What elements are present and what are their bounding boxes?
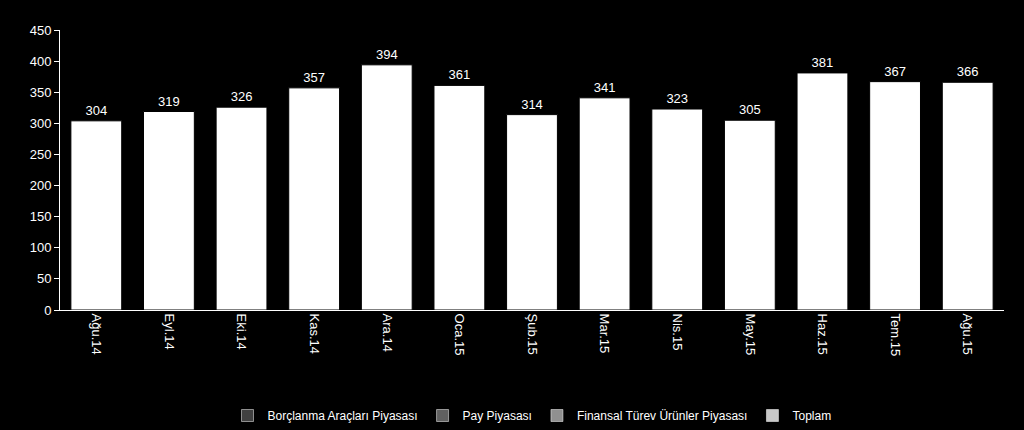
svg-text:Eki.14: Eki.14 — [234, 314, 249, 350]
svg-text:304: 304 — [85, 103, 107, 118]
svg-text:Mar.15: Mar.15 — [597, 314, 612, 354]
svg-text:Borçlanma Araçları Piyasası: Borçlanma Araçları Piyasası — [268, 409, 418, 423]
svg-text:326: 326 — [231, 89, 253, 104]
svg-text:323: 323 — [666, 91, 688, 106]
svg-text:367: 367 — [884, 64, 906, 79]
svg-text:305: 305 — [739, 102, 761, 117]
svg-text:357: 357 — [303, 70, 325, 85]
svg-text:Kas.14: Kas.14 — [307, 314, 322, 354]
svg-text:Eyl.14: Eyl.14 — [162, 314, 177, 350]
svg-text:Şub.15: Şub.15 — [525, 314, 540, 355]
svg-text:Ağu.15: Ağu.15 — [960, 314, 975, 355]
svg-text:400: 400 — [30, 54, 52, 69]
svg-text:Oca.15: Oca.15 — [452, 314, 467, 356]
svg-text:319: 319 — [158, 94, 180, 109]
svg-text:Toplam: Toplam — [792, 409, 831, 423]
svg-text:314: 314 — [521, 97, 543, 112]
svg-text:0: 0 — [44, 303, 51, 318]
svg-text:150: 150 — [30, 209, 52, 224]
svg-text:300: 300 — [30, 116, 52, 131]
svg-text:394: 394 — [376, 47, 398, 62]
svg-text:50: 50 — [37, 271, 51, 286]
svg-text:200: 200 — [30, 178, 52, 193]
svg-text:250: 250 — [30, 147, 52, 162]
svg-text:Pay Piyasası: Pay Piyasası — [463, 409, 532, 423]
svg-text:Tem.15: Tem.15 — [888, 314, 903, 357]
svg-text:Haz.15: Haz.15 — [815, 314, 830, 355]
svg-text:450: 450 — [30, 23, 52, 38]
svg-text:361: 361 — [449, 67, 471, 82]
svg-text:350: 350 — [30, 85, 52, 100]
svg-text:341: 341 — [594, 80, 616, 95]
svg-text:381: 381 — [812, 55, 834, 70]
svg-text:Nis.15: Nis.15 — [670, 314, 685, 351]
svg-text:Finansal Türev Ürünler Piyasas: Finansal Türev Ürünler Piyasası — [577, 409, 748, 423]
svg-text:Ağu.14: Ağu.14 — [89, 314, 104, 355]
svg-text:100: 100 — [30, 240, 52, 255]
svg-text:366: 366 — [957, 64, 979, 79]
svg-text:Ara.14: Ara.14 — [380, 314, 395, 352]
svg-text:May.15: May.15 — [743, 314, 758, 356]
